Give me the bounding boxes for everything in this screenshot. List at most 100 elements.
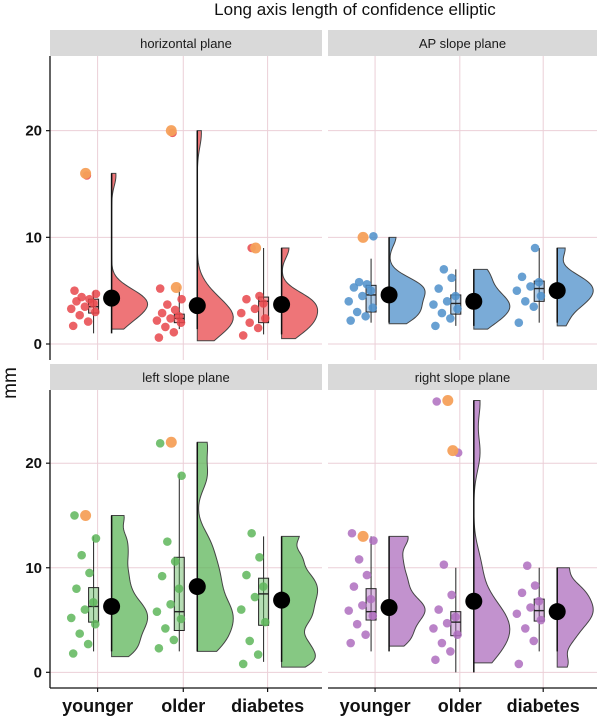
data-point	[529, 302, 539, 311]
data-point	[155, 284, 165, 293]
mean-point	[273, 591, 291, 609]
data-point	[530, 243, 540, 253]
data-point	[255, 552, 264, 562]
facet-strip-label: AP slope plane	[419, 36, 506, 51]
data-point	[245, 636, 254, 646]
x-tick-label: diabetes	[507, 696, 580, 716]
data-point	[75, 310, 84, 320]
data-point	[358, 291, 367, 301]
data-point	[157, 308, 167, 318]
data-point	[453, 630, 462, 639]
group-diabetes	[236, 528, 319, 669]
data-point	[72, 584, 81, 593]
data-point	[512, 286, 522, 295]
data-point	[155, 439, 165, 448]
mean-point	[380, 286, 398, 304]
outlier-point	[357, 231, 369, 243]
data-point	[70, 286, 79, 295]
x-tick-label: older	[438, 696, 482, 716]
data-point	[77, 292, 86, 302]
data-point	[439, 560, 449, 569]
data-point	[259, 582, 268, 591]
data-point	[344, 606, 354, 615]
data-point	[352, 307, 362, 317]
data-point	[442, 618, 452, 628]
data-point	[85, 294, 94, 304]
data-point	[163, 300, 172, 309]
density-cloud	[111, 514, 149, 658]
data-point	[80, 605, 90, 614]
data-point	[369, 536, 378, 545]
outlier-point	[442, 394, 454, 406]
y-tick-label: 10	[25, 229, 42, 246]
data-point	[429, 624, 438, 633]
outlier-point	[80, 167, 92, 179]
data-point	[91, 534, 101, 543]
data-point	[238, 659, 248, 669]
data-point	[514, 659, 524, 669]
data-point	[349, 283, 359, 292]
data-point	[517, 272, 527, 282]
data-point	[530, 581, 540, 590]
mean-point	[273, 296, 291, 314]
data-point	[169, 327, 179, 337]
data-point	[526, 603, 535, 612]
y-tick-label: 10	[25, 560, 42, 577]
chart-title: Long axis length of confidence elliptic	[214, 0, 496, 19]
data-point	[161, 322, 170, 332]
y-axis-title: mm	[0, 367, 21, 399]
data-point	[514, 318, 524, 327]
data-point	[362, 279, 372, 289]
data-point	[437, 308, 447, 318]
y-tick-label: 20	[25, 455, 42, 472]
group-older	[429, 265, 511, 331]
data-point	[358, 601, 367, 610]
data-point	[166, 314, 175, 323]
data-point	[261, 617, 270, 627]
facet-strip-label: horizontal plane	[140, 36, 232, 51]
data-point	[361, 311, 370, 321]
data-point	[512, 609, 522, 619]
y-tick-label: 20	[25, 123, 42, 140]
group-older	[152, 436, 234, 653]
data-point	[434, 605, 443, 614]
data-point	[242, 570, 251, 580]
panel-left-slope-plane: left slope plane 0 10 20 younger older diabete…	[25, 364, 322, 716]
mean-point	[548, 282, 566, 300]
data-point	[170, 557, 180, 566]
outlier-point	[165, 125, 177, 137]
data-point	[174, 584, 184, 593]
group-diabetes	[236, 242, 319, 340]
data-point	[362, 570, 372, 580]
data-point	[529, 636, 539, 646]
data-point	[259, 299, 268, 308]
x-tick-label: younger	[340, 696, 411, 716]
data-point	[91, 307, 100, 317]
data-point	[157, 571, 167, 581]
data-point	[152, 316, 162, 325]
facet-strip	[328, 30, 597, 56]
data-point	[437, 638, 447, 648]
outlier-point	[165, 436, 177, 448]
density-cloud	[388, 236, 426, 325]
group-diabetes	[512, 243, 594, 327]
data-point	[536, 291, 546, 301]
data-point	[429, 300, 438, 309]
data-point	[68, 649, 78, 658]
density-cloud	[473, 399, 511, 664]
data-point	[77, 550, 86, 560]
data-point	[70, 511, 79, 520]
group-younger	[344, 231, 426, 325]
data-point	[534, 596, 544, 606]
data-point	[169, 635, 179, 645]
data-point	[91, 619, 100, 629]
density-cloud	[111, 172, 149, 330]
data-point	[432, 397, 442, 406]
mean-point	[465, 592, 483, 610]
data-point	[253, 650, 263, 659]
data-point	[526, 282, 535, 291]
facet-strip	[50, 30, 322, 56]
data-point	[255, 291, 264, 301]
data-point	[536, 615, 546, 625]
panel-right-slope-plane: right slope plane younger older diabetes	[328, 364, 597, 716]
